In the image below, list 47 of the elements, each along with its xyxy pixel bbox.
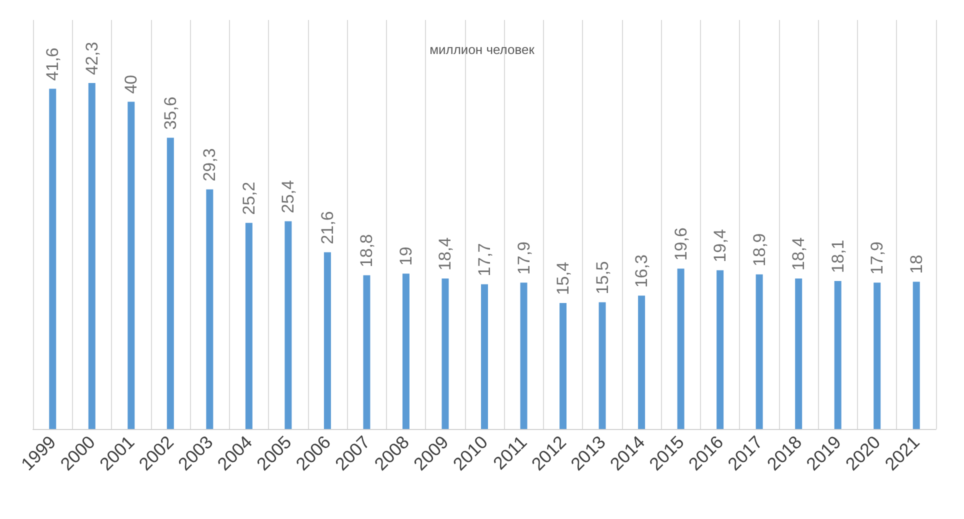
data-label: 18 — [906, 254, 926, 274]
data-label: 17,9 — [514, 241, 534, 275]
data-label: 17,9 — [868, 241, 887, 275]
data-label: 16,3 — [632, 254, 652, 288]
chart-title: миллион человек — [430, 42, 535, 57]
bar — [520, 282, 528, 429]
bar — [402, 274, 410, 429]
data-label: 18,4 — [789, 237, 808, 270]
data-label: 42,3 — [82, 42, 102, 75]
data-label: 19,4 — [710, 229, 730, 262]
bar — [88, 82, 96, 429]
bar — [128, 102, 135, 429]
data-label: 19 — [396, 246, 416, 266]
bar — [716, 270, 724, 429]
data-label: 18,4 — [436, 237, 455, 270]
data-label: 17,7 — [475, 243, 494, 276]
data-label: 40 — [122, 74, 141, 94]
data-label: 35,6 — [160, 96, 180, 130]
bar — [756, 274, 763, 429]
data-label: 25,2 — [239, 182, 258, 215]
data-label: 15,4 — [554, 262, 573, 296]
bar — [795, 278, 802, 429]
bar — [245, 222, 252, 429]
bar — [481, 284, 488, 429]
bar — [834, 280, 842, 429]
bar — [166, 138, 174, 429]
data-label: 29,3 — [200, 148, 220, 182]
data-label: 21,6 — [318, 211, 337, 244]
bar — [442, 278, 449, 429]
bar — [284, 221, 292, 429]
bar — [324, 252, 331, 429]
data-label: 15,5 — [592, 261, 612, 294]
data-label: 25,4 — [278, 180, 298, 214]
bar — [598, 302, 606, 429]
bar — [363, 275, 370, 429]
data-label: 41,6 — [43, 48, 62, 81]
bar — [560, 303, 567, 429]
data-label: 18,8 — [357, 234, 376, 268]
bar — [677, 268, 684, 429]
bar — [206, 189, 214, 429]
data-label: 18,9 — [750, 233, 769, 266]
data-label: 19,6 — [671, 228, 690, 261]
bar — [638, 296, 646, 429]
data-label: 18,1 — [828, 240, 848, 273]
bar — [874, 282, 881, 429]
bar — [49, 88, 56, 429]
bar — [912, 282, 920, 429]
